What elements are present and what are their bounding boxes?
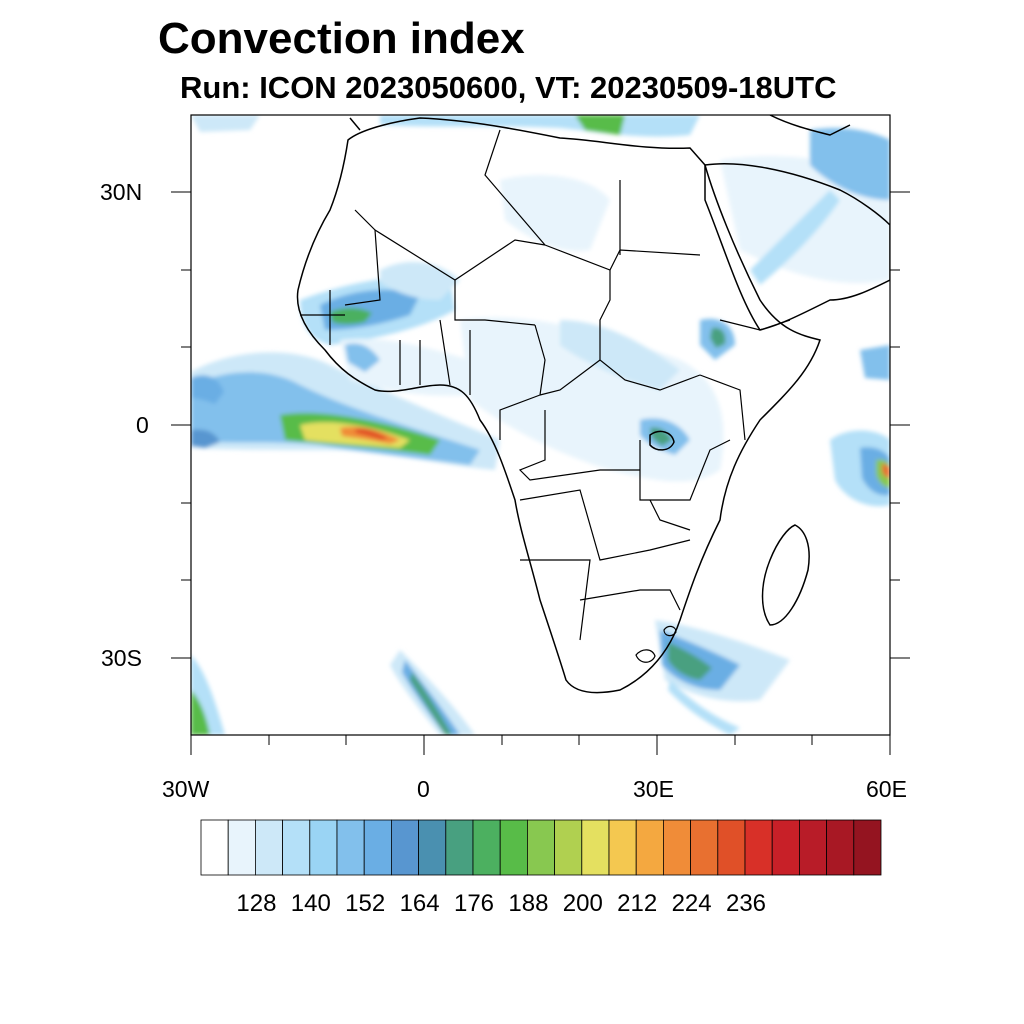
colorbar [200,819,882,876]
map-title: Convection index [158,14,525,63]
cyclone-core-orange [882,464,890,478]
colorbar-box [418,819,447,876]
colorbar-tick-label: 140 [291,890,331,917]
colorbar-box [635,819,664,876]
ethiopia-green [710,327,726,348]
lon-ticks [190,735,891,755]
colorbar-box [336,819,365,876]
colorbar-box [853,819,882,876]
colorbar-box [554,819,583,876]
country-borders [300,129,791,641]
coastlines [296,115,890,694]
colorbar-box [227,819,256,876]
colorbar-box [690,819,719,876]
map-subtitle: Run: ICON 2023050600, VT: 20230509-18UTC [180,70,837,105]
lon-label-0: 0 [417,776,430,802]
colorbar-tick-label: 164 [400,890,440,917]
guinea-coast-blue [345,343,380,372]
west-africa-green [330,307,372,325]
colorbar-box [826,819,855,876]
colorbar-box [717,819,746,876]
arabia-streak [750,190,840,285]
lon-label-30w: 30W [162,776,210,802]
colorbar-tick-label: 128 [236,890,276,917]
sahel-light [380,261,460,300]
colorbar-box [799,819,828,876]
gulf-blue [810,128,890,200]
colorbar-tick-label: 224 [672,890,712,917]
colorbar-tick-label: 152 [345,890,385,917]
colorbar-box [499,819,528,876]
colorbar-box [309,819,338,876]
arabia-outline [704,162,890,331]
colorbar-box [254,819,283,876]
lat-label-0: 0 [136,412,149,438]
colorbar-box [282,819,311,876]
itcz-west-patch [191,375,224,404]
colorbar-tick-label: 212 [617,890,657,917]
convection-field [191,115,890,735]
colorbar-box [472,819,501,876]
northwest-corner-light [191,115,260,132]
indian-ocean-north [860,345,890,380]
colorbar-box [363,819,392,876]
south-africa-tail [668,680,740,735]
itcz-west-patch-2 [191,429,220,448]
itcz-red-core [355,428,388,440]
lat-label-30n: 30N [100,179,143,205]
colorbar-box [527,819,556,876]
colorbar-box [771,819,800,876]
lake-victoria [649,430,675,451]
colorbar-box [200,819,229,876]
colorbar-tick-label: 188 [508,890,548,917]
colorbar-tick-label: 176 [454,890,494,917]
med-north-coast [349,115,851,136]
lat-label-30s: 30S [101,645,142,671]
colorbar-tick-label: 200 [563,890,603,917]
colorbar-box [608,819,637,876]
colorbar-box [445,819,474,876]
colorbar-box [663,819,692,876]
aegean-green [575,115,625,135]
madagascar [761,524,810,626]
colorbar-box [390,819,419,876]
north-africa-light [500,175,610,251]
south-atlantic-front-light [390,650,475,735]
south-atlantic-front-green [410,672,452,735]
colorbar-box [581,819,610,876]
southwest-corner-green [191,690,210,735]
lat-ticks [171,191,910,659]
colorbar-box [744,819,773,876]
lon-label-30e: 30E [633,776,674,802]
south-atlantic-front-blue [402,660,460,735]
colorbar-labels: 128 140 152 164 176 188 200 212 224 236 [236,890,766,917]
lesotho [635,625,677,663]
south-africa-green [668,642,712,680]
lon-label-60e: 60E [866,776,907,802]
central-africa-patch [560,320,680,390]
colorbar-tick-label: 236 [726,890,766,917]
africa-coastline [296,117,821,694]
